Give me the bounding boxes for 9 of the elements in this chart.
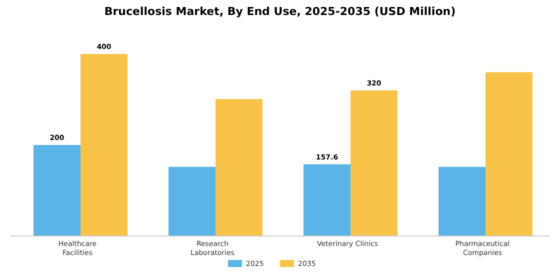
chart-title: Brucellosis Market, By End Use, 2025-2035 (USD Million) [104,5,456,18]
bar [216,99,262,236]
bar [304,164,350,236]
bar [168,166,216,236]
bar [34,145,80,236]
bar [80,54,128,236]
bar [350,90,398,236]
bar [438,166,486,236]
bar [486,72,532,236]
